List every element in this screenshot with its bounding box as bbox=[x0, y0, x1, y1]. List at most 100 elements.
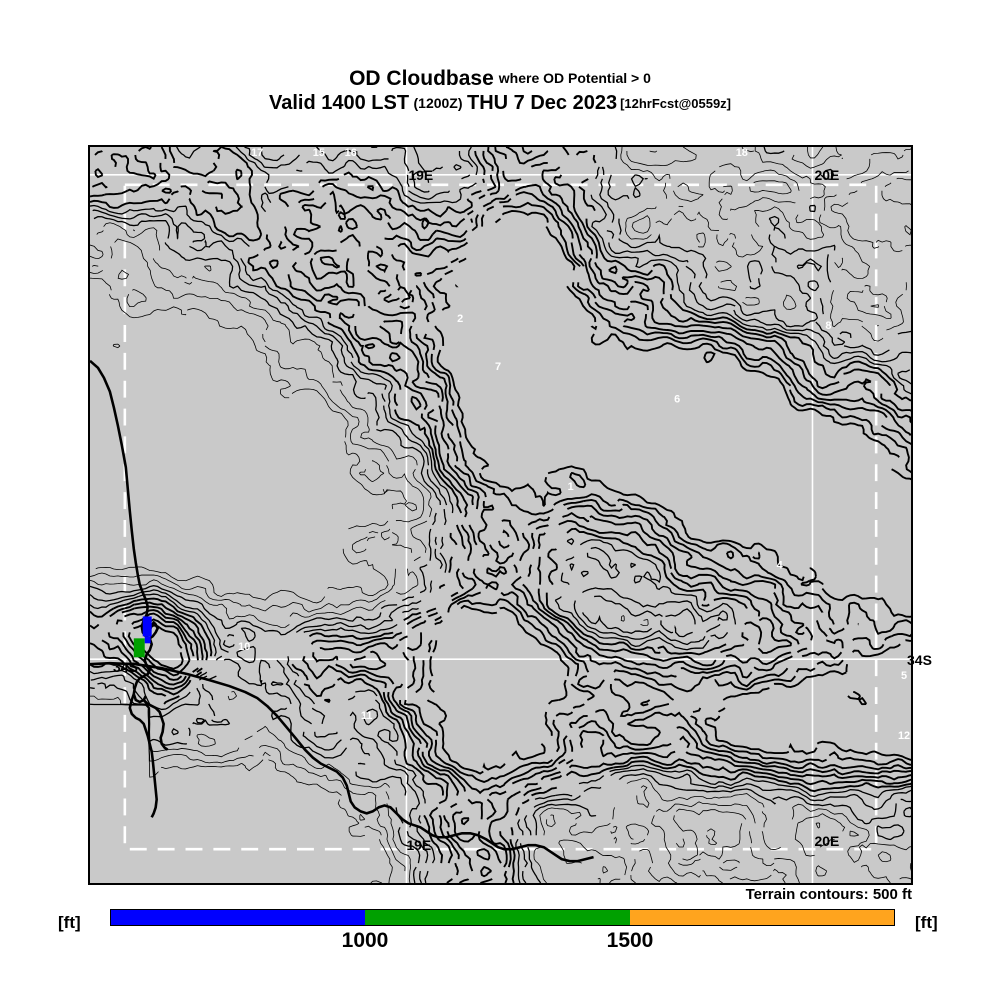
site-label-17: 17 bbox=[251, 147, 263, 159]
terrain-contour-line bbox=[543, 807, 582, 816]
terrain-contour-line bbox=[523, 548, 530, 554]
terrain-contour-line bbox=[893, 803, 897, 816]
terrain-contour-line bbox=[428, 528, 432, 561]
terrain-contour-line bbox=[696, 801, 756, 824]
terrain-contour-line bbox=[619, 711, 645, 718]
terrain-contour-line bbox=[391, 687, 429, 748]
terrain-contour-line bbox=[537, 588, 717, 667]
terrain-contour-line bbox=[821, 587, 911, 618]
terrain-contour-line bbox=[426, 313, 430, 323]
terrain-contour-line bbox=[375, 263, 389, 271]
terrain-contour-line bbox=[427, 413, 439, 423]
terrain-contour-line bbox=[630, 842, 639, 845]
terrain-contour-line bbox=[722, 695, 737, 701]
terrain-contour-line bbox=[704, 715, 721, 722]
terrain-contour-line bbox=[235, 168, 243, 175]
terrain-contour-line bbox=[303, 627, 341, 633]
terrain-contour-line bbox=[407, 643, 422, 651]
terrain-contour-line bbox=[599, 178, 615, 223]
terrain-contour-line bbox=[876, 824, 905, 832]
terrain-contour-line bbox=[490, 818, 500, 824]
terrain-contour-line bbox=[296, 169, 303, 172]
terrain-contour-line bbox=[411, 377, 419, 383]
terrain-contour-line bbox=[412, 866, 417, 883]
terrain-contour-line bbox=[337, 799, 360, 824]
terrain-contour-line bbox=[469, 182, 477, 188]
terrain-contour-line bbox=[391, 607, 398, 614]
terrain-contour-line bbox=[808, 206, 816, 213]
terrain-contour-line bbox=[820, 174, 832, 180]
terrain-contour-line bbox=[391, 532, 399, 541]
terrain-contour-line bbox=[738, 823, 743, 844]
terrain-contour-line bbox=[262, 333, 266, 343]
terrain-contour-line bbox=[905, 244, 911, 247]
terrain-contour-line bbox=[465, 587, 474, 594]
terrain-contour-line bbox=[434, 265, 448, 272]
terrain-contour-line bbox=[773, 226, 786, 239]
terrain-contour-line bbox=[562, 735, 568, 752]
terrain-contour-line bbox=[768, 218, 780, 228]
terrain-contour-line bbox=[383, 319, 404, 335]
terrain-contour-line bbox=[648, 866, 678, 883]
map-canvas[interactable]: .cntr { fill:none; stroke:#000; stroke-w… bbox=[88, 145, 913, 885]
colorbar-scale[interactable] bbox=[110, 909, 895, 926]
terrain-contour-line bbox=[454, 464, 487, 498]
terrain-contour-line bbox=[570, 823, 577, 828]
terrain-contour-line bbox=[438, 814, 460, 860]
terrain-contour-line bbox=[161, 187, 173, 192]
terrain-contour-line bbox=[459, 190, 462, 199]
terrain-contour-line bbox=[348, 827, 366, 837]
terrain-contour-line bbox=[126, 294, 147, 308]
terrain-contour-line bbox=[387, 691, 422, 745]
terrain-contour-line bbox=[393, 568, 396, 585]
terrain-contour-line bbox=[302, 623, 335, 629]
terrain-contour-line bbox=[427, 408, 435, 415]
terrain-contour-line bbox=[460, 524, 472, 561]
terrain-contour-line bbox=[222, 640, 235, 648]
terrain-contour-line bbox=[458, 257, 467, 264]
terrain-contour-line bbox=[606, 229, 615, 239]
terrain-contour-line bbox=[537, 536, 541, 550]
terrain-contour-line bbox=[124, 603, 135, 610]
terrain-contour-line bbox=[853, 691, 861, 697]
terrain-contour-line bbox=[502, 201, 581, 267]
terrain-contour-line bbox=[665, 611, 682, 618]
terrain-contour-line bbox=[841, 268, 869, 279]
terrain-contour-line bbox=[334, 619, 393, 630]
valid-date-label: THU 7 Dec 2023 bbox=[466, 92, 618, 115]
terrain-contour-line bbox=[364, 343, 376, 347]
lon-labels: 19E 20E 19E 20E bbox=[406, 167, 839, 853]
terrain-contour-line bbox=[754, 147, 826, 195]
terrain-contour-line bbox=[796, 261, 807, 267]
terrain-contour-line bbox=[660, 620, 674, 634]
terrain-contour-line bbox=[538, 532, 546, 538]
terrain-contour-line bbox=[412, 615, 422, 622]
terrain-contour-line bbox=[434, 536, 438, 546]
terrain-contour-line bbox=[815, 822, 821, 828]
terrain-contour-line bbox=[541, 170, 594, 255]
terrain-contour-line bbox=[674, 625, 693, 638]
terrain-contour-line bbox=[876, 324, 879, 327]
terrain-contour-line bbox=[626, 214, 638, 219]
terrain-contour-line bbox=[754, 206, 825, 240]
terrain-contour-line bbox=[830, 290, 863, 328]
terrain-contour-line bbox=[134, 601, 209, 661]
terrain-contour-line bbox=[367, 392, 380, 426]
terrain-contour-line bbox=[436, 349, 490, 466]
terrain-contour-line bbox=[682, 147, 697, 159]
terrain-contour-line bbox=[602, 867, 608, 874]
terrain-contour-line bbox=[241, 627, 256, 637]
terrain-contour-line bbox=[819, 813, 846, 832]
terrain-contour-line bbox=[291, 663, 309, 681]
terrain-contour-line bbox=[444, 269, 454, 276]
terrain-contour-line bbox=[706, 627, 714, 633]
terrain-contour-line bbox=[843, 345, 862, 349]
terrain-contour-line bbox=[816, 659, 844, 667]
terrain-contour-line bbox=[366, 186, 375, 192]
cloudbase-patches bbox=[133, 616, 152, 658]
terrain-contour-line bbox=[499, 814, 507, 821]
terrain-contour-line bbox=[384, 234, 434, 252]
terrain-contour-line bbox=[94, 150, 103, 156]
terrain-contour-line bbox=[188, 197, 263, 242]
